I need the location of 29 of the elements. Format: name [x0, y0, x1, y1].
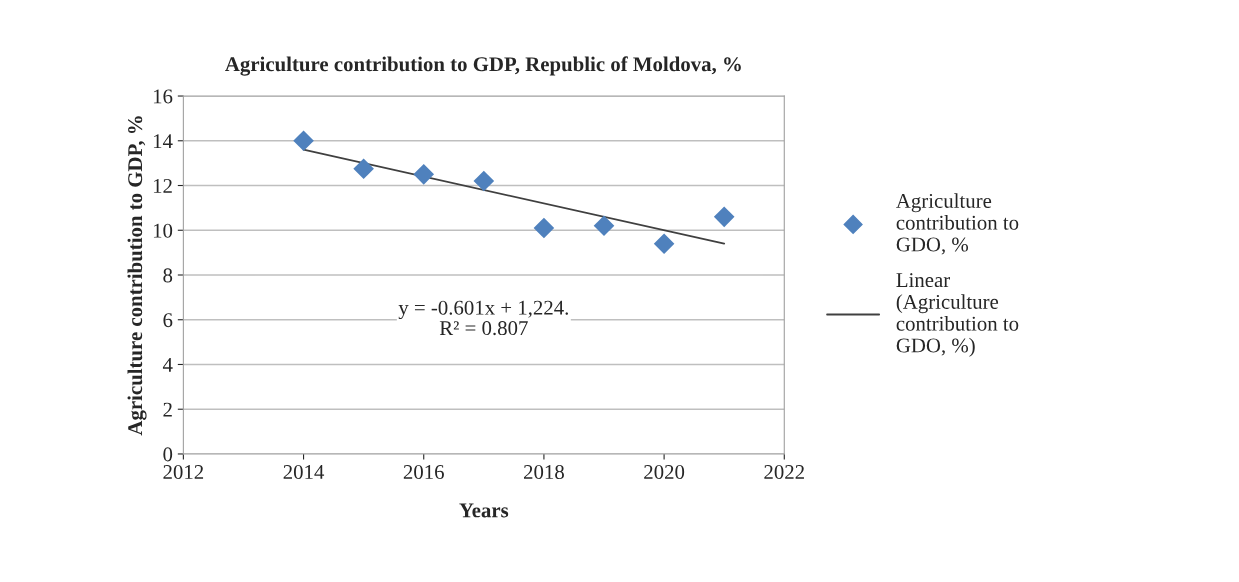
- x-axis-title: Years: [459, 503, 509, 518]
- point: [713, 206, 735, 228]
- x-tick-label: 2012: [163, 464, 204, 480]
- x-tick-label: 2014: [283, 464, 325, 480]
- y-tick-label: 12: [153, 178, 172, 193]
- point: [533, 217, 555, 239]
- point: [413, 164, 435, 185]
- x-tick-label: 2020: [644, 464, 685, 480]
- point: [593, 215, 615, 237]
- point: [473, 170, 495, 192]
- point: [293, 130, 314, 152]
- y-tick-label: 2: [163, 402, 172, 417]
- x-tick-label: 2016: [403, 464, 444, 480]
- y-tick-label: 10: [153, 223, 173, 238]
- annotation: y = -0.601x + 1,224. R² = 0.807: [398, 300, 568, 336]
- legend-label: Linear (Agriculture contribution to GDO, %): [896, 273, 1019, 357]
- y-tick-label: 4: [162, 357, 173, 372]
- y-tick-label: 14: [153, 134, 173, 148]
- point: [353, 158, 374, 180]
- legend-label: Agriculture contribution to GDO, %: [896, 193, 1019, 255]
- chart-title: Agriculture contribution to GDP, Republic of Moldova, %: [225, 56, 741, 76]
- x-tick-label: 2018: [524, 464, 564, 480]
- y-tick-label: 0: [163, 447, 173, 462]
- y-tick-label: 6: [163, 313, 173, 328]
- point: [653, 233, 675, 254]
- y-axis-title: Agriculture contribution to GDP, %: [127, 116, 147, 436]
- y-tick-label: 16: [153, 89, 173, 104]
- y-tick-label: 8: [163, 268, 173, 283]
- x-tick-label: 2022: [764, 464, 804, 480]
